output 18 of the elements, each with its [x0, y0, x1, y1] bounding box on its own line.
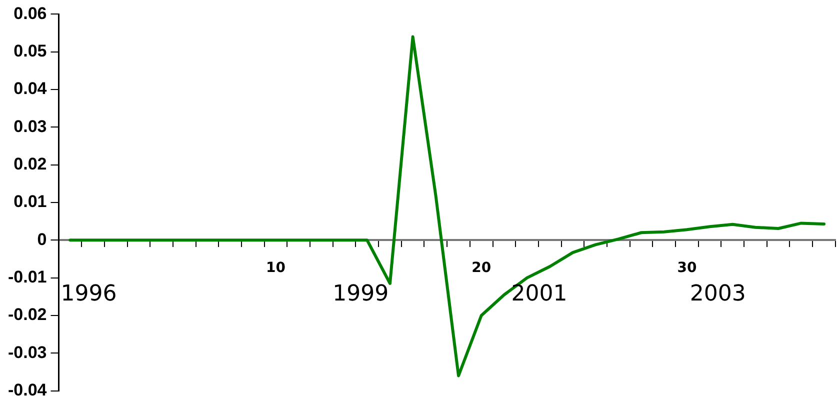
- annotation: 1996: [60, 281, 117, 306]
- y-tick-label: -0.01: [8, 268, 47, 287]
- y-tick-label: 0.06: [14, 4, 47, 23]
- x-tick-label: 10: [266, 260, 286, 276]
- annotation: 1999: [332, 281, 389, 306]
- y-tick-label: 0.05: [14, 42, 47, 61]
- x-tick-label: 30: [677, 260, 697, 276]
- y-tick-label: -0.03: [8, 342, 47, 362]
- y-tick-label: -0.02: [8, 305, 47, 324]
- annotation: 2001: [511, 281, 568, 306]
- y-tick-label: 0: [37, 230, 47, 249]
- y-tick-label: 0.03: [14, 116, 47, 136]
- x-tick-label: 20: [472, 260, 492, 276]
- y-tick-label: 0.02: [14, 154, 47, 174]
- y-tick-label: -0.04: [8, 380, 48, 400]
- y-tick-label: 0.01: [14, 192, 47, 212]
- annotation: 2003: [690, 281, 746, 306]
- y-tick-label: 0.04: [14, 79, 48, 98]
